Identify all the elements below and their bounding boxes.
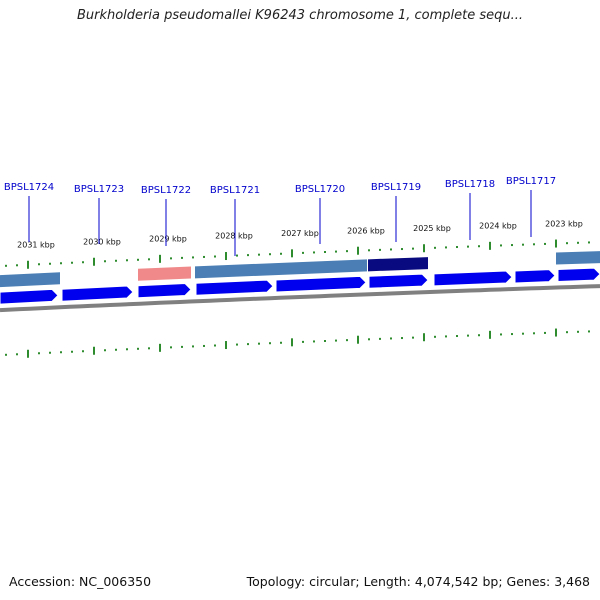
gene-arrow	[195, 279, 274, 296]
kbp-label: 2027 kbp	[281, 229, 319, 238]
feature-box	[138, 266, 191, 281]
kbp-label: 2031 kbp	[17, 240, 55, 249]
gene-arrow	[61, 285, 134, 302]
backbone-line	[0, 284, 600, 313]
kbp-label: 2029 kbp	[149, 234, 187, 243]
gene-label: BPSL1723	[74, 184, 124, 195]
gene-label: BPSL1722	[141, 185, 191, 196]
gene-arrow	[433, 270, 513, 287]
gene-arrow	[368, 273, 429, 289]
kbp-label: 2023 kbp	[545, 219, 583, 228]
gene-label: BPSL1718	[445, 179, 495, 190]
kbp-label: 2024 kbp	[479, 222, 517, 231]
chromosome-backbone	[0, 284, 600, 313]
gene-label-row: BPSL1724 BPSL1723 BPSL1722 BPSL1721 BPSL1720…	[4, 176, 556, 256]
gene-label: BPSL1719	[371, 182, 421, 193]
gene-label: BPSL1720	[295, 184, 345, 195]
kbp-label: 2026 kbp	[347, 226, 385, 235]
accession-text: Accession: NC_006350	[9, 574, 152, 589]
genome-summary-text: Topology: circular; Length: 4,074,542 bp…	[246, 574, 590, 589]
gene-arrow	[557, 267, 600, 282]
feature-box	[556, 251, 600, 265]
gene-arrow	[0, 288, 59, 305]
feature-track	[0, 251, 600, 288]
tick-row-bottom	[5, 328, 590, 358]
gene-arrow	[137, 282, 192, 299]
gene-arrow	[514, 269, 556, 284]
map-title: Burkholderia pseudomallei K96243 chromos…	[76, 8, 524, 23]
gene-track	[0, 267, 600, 305]
gene-label: BPSL1724	[4, 182, 54, 193]
feature-box	[195, 259, 367, 279]
feature-box	[0, 272, 60, 288]
kbp-label: 2025 kbp	[413, 224, 451, 233]
gene-label: BPSL1721	[210, 185, 260, 196]
gene-arrow	[275, 275, 367, 293]
feature-box	[368, 257, 428, 272]
kbp-label: 2030 kbp	[83, 237, 121, 246]
kbp-label: 2028 kbp	[215, 232, 253, 241]
tick-row-top	[5, 239, 590, 269]
kbp-label-row: 2031 kbp 2030 kbp 2029 kbp 2028 kbp 2027 kbp…	[17, 219, 583, 249]
gene-label: BPSL1717	[506, 176, 556, 187]
